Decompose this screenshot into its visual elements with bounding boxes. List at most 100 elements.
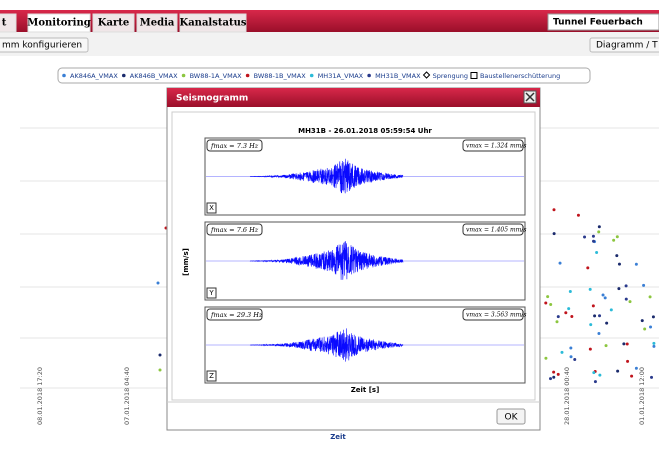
scatter-dot <box>544 356 548 360</box>
scatter-dot <box>615 254 619 258</box>
legend-label: AK846A_VMAX <box>70 72 118 80</box>
scatter-dot <box>556 372 560 376</box>
vmax-box <box>462 308 524 321</box>
scatter-dot <box>626 359 630 363</box>
scatter-dot <box>612 238 616 242</box>
fmax-box <box>206 139 263 152</box>
x-tick-label: 01.01.2018 12:00 <box>638 367 646 425</box>
axis-box <box>206 202 217 214</box>
scatter-dot <box>549 303 553 307</box>
scatter-dot <box>598 373 602 377</box>
legend-label: MH31B_VMAX <box>375 72 421 80</box>
seismo-title: MH31B - 26.01.2018 05:59:54 Uhr <box>298 127 432 135</box>
tab-label: Media <box>140 18 175 29</box>
scatter-dot <box>573 357 577 361</box>
scatter-dot <box>604 344 608 348</box>
scatter-dot <box>556 315 560 319</box>
location-select[interactable] <box>547 13 659 31</box>
scatter-dot <box>643 327 647 331</box>
scatter-dot <box>595 251 599 255</box>
legend-marker <box>367 73 371 78</box>
scatter-dot <box>588 347 592 351</box>
scatter-dot <box>592 371 596 375</box>
legend-label: Baustellenerschütterung <box>480 72 560 80</box>
scatter-dot <box>569 346 573 350</box>
scatter-dot <box>588 287 592 291</box>
legend-marker <box>422 71 431 79</box>
legend-label: Sprengung <box>433 72 468 80</box>
tab[interactable] <box>179 13 247 33</box>
scatter-dot <box>560 350 564 354</box>
scatter-dot <box>597 225 601 229</box>
legend-marker <box>245 73 250 78</box>
scatter-dot <box>617 287 621 291</box>
scatter-dot <box>615 235 619 239</box>
fmax-box <box>206 223 263 236</box>
scatter-dot <box>583 235 587 239</box>
x-axis-label: Zeit <box>330 433 346 441</box>
legend-label: AK846B_VMAX <box>130 72 178 80</box>
scatter-dot <box>156 281 160 285</box>
scatter-dot <box>546 295 550 299</box>
scatter-dot <box>549 377 553 381</box>
scatter-dot <box>630 374 634 378</box>
scatter-dot <box>592 239 596 243</box>
close-icon <box>525 92 535 102</box>
scatter-dot <box>634 262 638 266</box>
scatter-dot <box>570 314 574 318</box>
legend-label: BW88-1B_VMAX <box>254 72 307 80</box>
ok-text: OK <box>505 413 519 423</box>
scatter-dot <box>593 314 597 318</box>
tab[interactable] <box>27 13 91 33</box>
scatter-dot <box>586 266 590 270</box>
legend-marker <box>309 73 314 78</box>
button-text: mm konfigurieren <box>2 41 82 51</box>
ok-button[interactable] <box>496 408 526 425</box>
waveform <box>249 328 404 362</box>
scatter-dot <box>591 234 595 238</box>
fmax-label: fmax = 7.6 Hz <box>210 226 259 234</box>
vmax-box <box>462 139 524 152</box>
scatter-dot <box>552 232 556 236</box>
tab[interactable] <box>0 13 17 33</box>
scatter-dot <box>605 321 609 325</box>
legend-label: BW88-1A_VMAX <box>190 72 243 80</box>
scatter-dot <box>569 355 573 359</box>
button-text: Diagramm / T <box>596 41 658 51</box>
toolbar <box>0 32 659 56</box>
scatter-dot <box>568 290 572 294</box>
scatter-dot <box>597 230 601 234</box>
scatter-dot <box>648 295 652 299</box>
x-tick-label: 07.01.2018 04:40 <box>123 367 131 425</box>
scatter-dot <box>652 344 656 348</box>
y-axis-label: [mm/s] <box>182 248 190 276</box>
scatter-dot <box>544 301 548 305</box>
legend-marker <box>181 73 186 78</box>
axis-label: Y <box>208 289 214 297</box>
tab[interactable] <box>92 13 135 33</box>
configure-button[interactable] <box>0 37 89 53</box>
tab-label: t <box>2 18 7 29</box>
scatter-dot <box>552 208 556 212</box>
seismo-x-label: Zeit [s] <box>351 386 380 394</box>
waveform <box>249 241 404 280</box>
scatter-dot <box>625 342 629 346</box>
legend-box <box>57 67 591 84</box>
scatter-dot <box>651 315 655 319</box>
axis-box <box>206 370 217 382</box>
scatter-dot <box>634 366 638 370</box>
diagram-button[interactable] <box>589 37 659 53</box>
axis-label: Z <box>209 372 214 380</box>
scatter-dot <box>603 296 607 300</box>
vmax-label: vmax = 1.405 mm/s <box>466 227 526 234</box>
scatter-dot <box>640 319 644 323</box>
x-tick-label: 08.01.2018 17:20 <box>36 367 44 425</box>
legend-label: MH31A_VMAX <box>318 72 364 80</box>
axis-box <box>206 287 217 299</box>
legend-marker <box>121 73 126 78</box>
tab[interactable] <box>136 13 178 33</box>
scatter-dot <box>158 353 162 357</box>
scatter-dot <box>624 297 628 301</box>
